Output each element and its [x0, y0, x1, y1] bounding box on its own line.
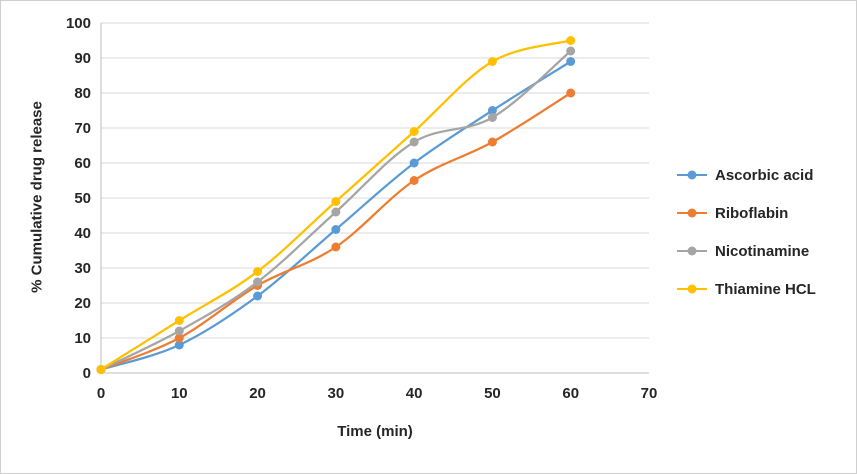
svg-text:40: 40: [74, 225, 91, 242]
svg-text:20: 20: [74, 295, 91, 312]
marker-ascorbic-acid: [487, 106, 497, 115]
marker-nicotinamine: [174, 326, 184, 336]
marker-thiamine-hcl: [409, 127, 419, 136]
svg-text:70: 70: [641, 385, 658, 402]
legend-label-thiamine-hcl: Thiamine HCL: [715, 280, 816, 298]
legend-item-riboflabin: Riboflabin: [677, 202, 816, 224]
legend-label-ascorbic-acid: Ascorbic acid: [715, 166, 814, 184]
marker-nicotinamine: [487, 113, 497, 122]
line-chart: 0 10 20 30 40 50 60 70 0 10 20 30 40 50 60 70 80 90 100: [66, 15, 658, 402]
marker-riboflabin: [566, 88, 576, 98]
legend-item-thiamine-hcl: Thiamine HCL: [677, 278, 816, 300]
x-axis-title: Time (min): [337, 423, 413, 440]
marker-thiamine-hcl: [487, 57, 497, 66]
legend-marker-thiamine-hcl: [677, 284, 707, 295]
legend-marker-nicotinamine: [677, 246, 707, 257]
marker-thiamine-hcl: [331, 197, 341, 206]
svg-text:50: 50: [484, 385, 501, 402]
svg-text:0: 0: [97, 385, 105, 402]
marker-nicotinamine: [566, 46, 576, 56]
marker-ascorbic-acid: [566, 57, 576, 66]
legend-marker-ascorbic-acid: [677, 170, 707, 181]
legend-item-nicotinamine: Nicotinamine: [677, 240, 816, 262]
svg-text:70: 70: [74, 120, 91, 137]
marker-thiamine-hcl: [253, 267, 263, 276]
marker-nicotinamine: [409, 137, 419, 147]
marker-nicotinamine: [331, 207, 341, 217]
marker-ascorbic-acid: [409, 158, 419, 168]
y-axis-title: % Cumulative drug release: [28, 101, 46, 293]
marker-riboflabin: [487, 137, 497, 147]
svg-text:0: 0: [83, 365, 91, 382]
marker-riboflabin: [331, 242, 341, 252]
marker-riboflabin: [409, 176, 419, 185]
svg-text:40: 40: [406, 385, 423, 402]
marker-ascorbic-acid: [331, 225, 341, 234]
svg-text:90: 90: [74, 50, 91, 67]
marker-nicotinamine: [253, 277, 263, 287]
marker-thiamine-hcl: [96, 365, 106, 374]
series-thiamine-hcl: [96, 36, 576, 374]
marker-riboflabin: [174, 333, 184, 343]
legend-marker-riboflabin: [677, 208, 707, 219]
svg-text:20: 20: [249, 385, 266, 402]
marker-thiamine-hcl: [566, 36, 576, 45]
svg-text:100: 100: [66, 15, 91, 32]
legend: Ascorbic acid Riboflabin Nicotinamine Th…: [677, 164, 816, 300]
legend-label-nicotinamine: Nicotinamine: [715, 242, 810, 260]
x-tick-labels: 0 10 20 30 40 50 60 70: [97, 385, 658, 402]
svg-text:10: 10: [74, 330, 91, 347]
marker-ascorbic-acid: [174, 340, 184, 350]
svg-text:30: 30: [74, 260, 91, 277]
marker-ascorbic-acid: [253, 291, 263, 301]
legend-label-riboflabin: Riboflabin: [715, 204, 789, 222]
svg-text:50: 50: [74, 190, 91, 207]
marker-thiamine-hcl: [174, 316, 184, 325]
svg-text:60: 60: [74, 155, 91, 172]
svg-text:80: 80: [74, 85, 91, 102]
series-ascorbic-acid: [96, 57, 576, 374]
legend-item-ascorbic-acid: Ascorbic acid: [677, 164, 816, 186]
svg-text:60: 60: [562, 385, 579, 402]
svg-text:30: 30: [328, 385, 345, 402]
y-tick-labels: 0 10 20 30 40 50 60 70 80 90 100: [66, 15, 91, 382]
series-nicotinamine: [96, 46, 576, 374]
svg-text:10: 10: [171, 385, 188, 402]
